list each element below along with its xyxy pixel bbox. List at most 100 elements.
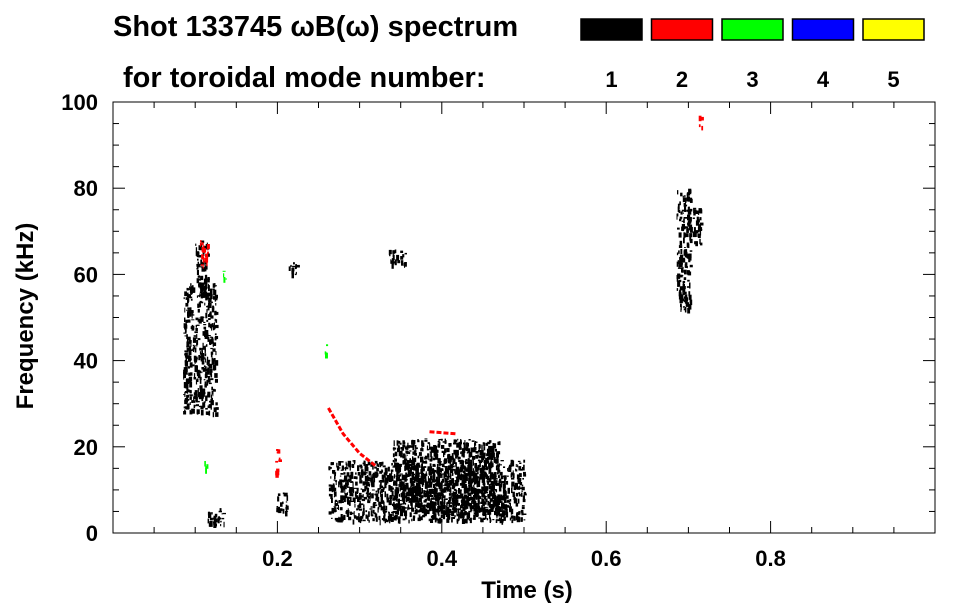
mode-1-pixel	[426, 489, 429, 492]
mode-1-pixel	[475, 466, 478, 472]
mode-1-pixel	[460, 451, 462, 455]
mode-1-pixel	[193, 377, 197, 380]
mode-1-pixel	[196, 252, 199, 257]
mode-1-pixel	[684, 247, 686, 248]
mode-1-pixel	[682, 258, 686, 263]
mode-1-pixel	[388, 511, 390, 514]
mode-1-pixel	[362, 507, 365, 514]
mode-1-pixel	[436, 482, 438, 487]
mode-1-pixel	[186, 309, 188, 311]
mode-1-pixel	[195, 397, 198, 403]
mode-1-pixel	[291, 270, 295, 275]
mode-3-pixel	[223, 273, 225, 278]
mode-1-pixel	[390, 469, 393, 475]
mode-1-pixel	[361, 498, 366, 502]
mode-1-pixel	[684, 205, 687, 212]
mode-1-pixel	[185, 378, 190, 384]
mode-1-pixel	[682, 225, 685, 227]
mode-1-pixel	[377, 488, 381, 490]
mode-1-pixel	[521, 506, 525, 510]
mode-1-pixel	[371, 493, 374, 499]
mode-1-pixel	[455, 506, 457, 508]
mode-1-pixel	[371, 481, 375, 488]
mode-1-pixel	[356, 508, 359, 511]
mode-1-pixel	[689, 264, 693, 268]
mode-1-pixel	[429, 471, 431, 473]
mode-1-pixel	[465, 459, 468, 461]
mode-1-pixel	[465, 442, 468, 447]
mode-1-pixel	[397, 260, 401, 264]
mode-1-pixel	[196, 334, 198, 339]
mode-1-pixel	[183, 394, 186, 396]
mode-1-pixel	[406, 451, 409, 454]
mode-1-pixel	[194, 390, 198, 395]
mode-1-pixel	[356, 490, 359, 494]
mode-1-pixel	[680, 303, 682, 308]
mode-1-pixel	[679, 286, 683, 291]
mode-1-pixel	[460, 495, 464, 499]
mode-1-pixel	[198, 278, 201, 281]
mode-1-pixel	[191, 312, 193, 319]
mode-1-pixel	[451, 517, 453, 523]
mode-1-pixel	[497, 451, 501, 455]
mode-1-pixel	[333, 496, 335, 498]
mode-1-pixel	[413, 483, 415, 488]
mode-1-pixel	[456, 518, 459, 524]
mode-1-pixel	[511, 508, 514, 514]
mode-1-pixel	[405, 515, 407, 520]
mode-1-pixel	[471, 479, 475, 481]
mode-1-pixel	[467, 478, 469, 481]
mode-1-pixel	[193, 400, 196, 403]
mode-1-pixel	[689, 208, 693, 212]
mode-1-pixel	[439, 473, 443, 477]
mode-1-pixel	[205, 289, 207, 291]
mode-1-pixel	[390, 469, 394, 472]
mode-1-pixel	[686, 242, 689, 248]
mode-1-pixel	[373, 502, 377, 504]
mode-1-pixel	[437, 441, 439, 443]
mode-1-pixel	[482, 502, 485, 507]
mode-1-pixel	[469, 482, 471, 484]
mode-1-pixel	[509, 507, 512, 511]
mode-1-pixel	[198, 375, 201, 377]
spectral-feature-12	[199, 240, 210, 269]
mode-1-pixel	[410, 483, 413, 487]
mode-2-pixel	[200, 240, 202, 243]
mode-1-pixel	[457, 503, 460, 506]
mode-1-pixel	[209, 288, 213, 295]
mode-1-pixel	[415, 447, 417, 453]
mode-1-pixel	[429, 495, 433, 497]
mode-1-pixel	[363, 472, 367, 476]
mode-1-pixel	[407, 497, 410, 501]
mode-1-pixel	[209, 324, 213, 329]
mode-1-pixel	[440, 463, 443, 466]
mode-1-pixel	[475, 476, 477, 481]
mode-1-pixel	[454, 504, 457, 506]
mode-1-pixel	[523, 500, 525, 502]
mode-1-pixel	[448, 501, 451, 506]
mode-1-pixel	[516, 474, 520, 480]
mode-1-pixel	[211, 307, 215, 313]
mode-1-pixel	[204, 332, 207, 337]
mode-1-pixel	[489, 440, 492, 442]
mode-1-pixel	[689, 282, 691, 289]
mode-1-pixel	[433, 470, 437, 473]
mode-1-pixel	[408, 487, 412, 490]
mode-1-pixel	[199, 291, 203, 294]
mode-1-pixel	[488, 484, 491, 490]
mode-1-pixel	[210, 315, 214, 319]
mode-1-pixel	[184, 373, 187, 377]
mode-1-pixel	[463, 490, 466, 494]
mode-1-pixel	[497, 475, 500, 479]
mode-1-pixel	[400, 485, 403, 488]
mode-1-pixel	[519, 480, 521, 485]
mode-1-pixel	[495, 460, 499, 464]
mode-2-pixel	[700, 116, 704, 121]
mode-1-pixel	[432, 449, 436, 453]
mode-1-pixel	[411, 471, 414, 477]
mode-1-pixel	[426, 445, 429, 451]
mode-1-pixel	[520, 517, 523, 522]
mode-1-pixel	[340, 516, 344, 519]
mode-1-pixel	[414, 498, 417, 502]
mode-1-pixel	[436, 463, 439, 469]
